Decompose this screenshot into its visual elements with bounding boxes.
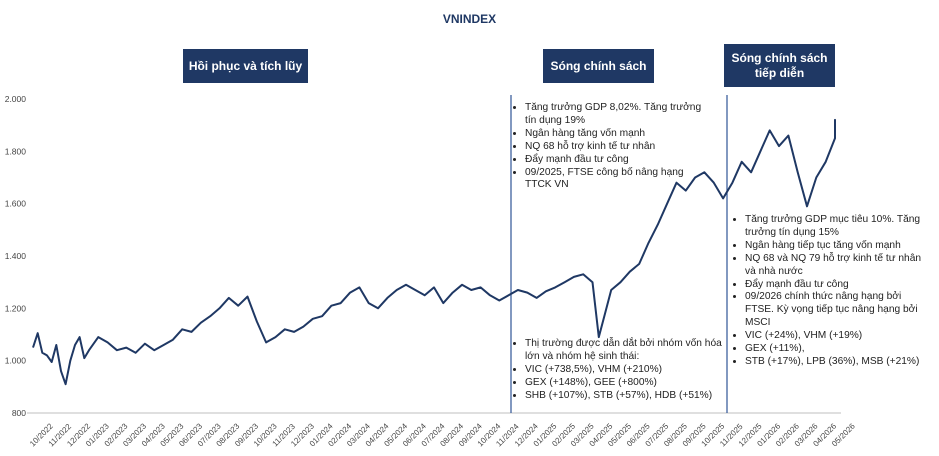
annotation-item: Tăng trưởng GDP 8,02%. Tăng trưởng tín d… xyxy=(525,102,703,128)
annotation-item: VIC (+738,5%), VHM (+210%) xyxy=(525,364,723,377)
annotation-outlook: Tăng trưởng GDP mục tiêu 10%. Tăng trưởn… xyxy=(733,214,931,369)
y-tick-label: 1.800 xyxy=(5,146,27,156)
annotation-item: VIC (+24%), VHM (+19%) xyxy=(745,330,931,343)
annotation-item: Thị trường được dẫn dắt bởi nhóm vốn hóa… xyxy=(525,338,723,364)
annotation-item: Ngân hàng tăng vốn mạnh xyxy=(525,128,703,141)
annotation-item: 09/2026 chính thức nâng hạng bởi FTSE. K… xyxy=(745,291,931,330)
y-tick-label: 1.400 xyxy=(5,251,27,261)
annotation-item: GEX (+148%), GEE (+800%) xyxy=(525,377,723,390)
annotation-item: STB (+17%), LPB (36%), MSB (+21%) xyxy=(745,356,931,369)
chart-title: VNINDEX xyxy=(442,12,497,26)
y-axis: 2.000 1.800 1.600 1.400 1.200 1.000 800 xyxy=(5,94,27,418)
y-tick-label: 1.200 xyxy=(5,303,27,313)
annotation-policy-factors: Tăng trưởng GDP 8,02%. Tăng trưởng tín d… xyxy=(513,102,703,192)
annotation-item: Ngân hàng tiếp tục tăng vốn mạnh xyxy=(745,240,931,253)
annotation-item: NQ 68 và NQ 79 hỗ trợ kinh tế tư nhân và… xyxy=(745,253,931,279)
annotation-item: Đẩy mạnh đầu tư công xyxy=(745,279,931,292)
y-tick-label: 2.000 xyxy=(5,94,27,104)
phase-label-recovery: Hồi phục và tích lũy xyxy=(183,49,308,83)
vnindex-series-line xyxy=(32,118,836,386)
phase-label-policy-wave: Sóng chính sách xyxy=(543,49,654,83)
phase-label-policy-wave-continued: Sóng chính sách tiếp diễn xyxy=(724,44,835,87)
annotation-item: SHB (+107%), STB (+57%), HDB (+51%) xyxy=(525,390,723,403)
annotation-item: 09/2025, FTSE công bố nâng hạng TTCK VN xyxy=(525,167,703,193)
phase-dividers xyxy=(510,95,728,413)
y-tick-label: 800 xyxy=(12,408,26,418)
annotation-item: Tăng trưởng GDP mục tiêu 10%. Tăng trưởn… xyxy=(745,214,931,240)
y-tick-label: 1.000 xyxy=(5,356,27,366)
y-tick-label: 1.600 xyxy=(5,199,27,209)
annotation-market-leaders: Thị trường được dẫn dắt bởi nhóm vốn hóa… xyxy=(513,338,723,403)
annotation-item: NQ 68 hỗ trợ kinh tế tư nhân xyxy=(525,141,703,154)
annotation-item: Đẩy mạnh đầu tư công xyxy=(525,154,703,167)
x-axis: 10/202211/202212/202201/202302/202303/20… xyxy=(28,421,857,448)
annotation-item: GEX (+11%), xyxy=(745,343,931,356)
